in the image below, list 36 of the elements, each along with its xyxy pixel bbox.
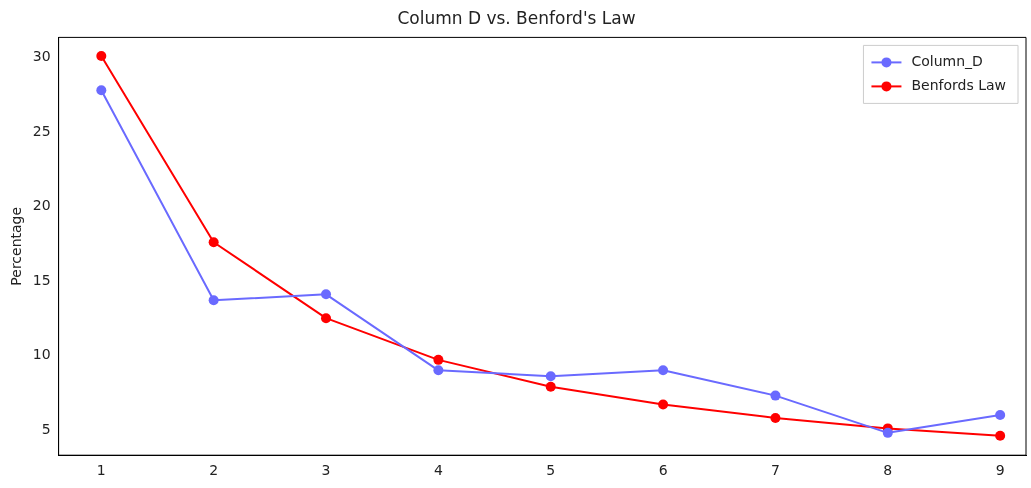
legend-label: Benfords Law (911, 77, 1007, 94)
point (433, 365, 444, 376)
x-tick-label: 7 (770, 462, 780, 479)
point (545, 381, 556, 392)
y-tick-label: 25 (32, 122, 51, 139)
point (321, 289, 332, 300)
x-tick-label: 8 (883, 462, 893, 479)
x-tick-label: 5 (546, 462, 556, 479)
point (208, 237, 219, 248)
point (208, 295, 219, 306)
point (995, 430, 1006, 441)
point (545, 371, 556, 382)
x-tick-label: 3 (321, 462, 331, 479)
point (321, 313, 332, 324)
point (658, 365, 669, 376)
y-tick-label: 10 (32, 346, 51, 363)
point (433, 354, 444, 365)
x-tick-label: 1 (96, 462, 106, 479)
y-tick-label: 30 (32, 48, 51, 65)
point (770, 390, 781, 401)
x-tick-label: 4 (433, 462, 443, 479)
x-tick-label: 2 (209, 462, 219, 479)
x-tick-label: 6 (658, 462, 668, 479)
y-tick-label: 15 (32, 271, 51, 288)
chart-title: Column D vs. Benford's Law (397, 7, 636, 28)
point (96, 85, 107, 96)
x-tick-label: 9 (995, 462, 1005, 479)
legend-label: Column_D (911, 53, 983, 70)
y-tick-label: 5 (41, 420, 51, 437)
point (995, 409, 1006, 420)
y-axis-title: Percentage (8, 206, 25, 286)
point (770, 412, 781, 423)
point (658, 399, 669, 410)
point (882, 427, 893, 438)
point (96, 51, 107, 62)
y-tick-label: 20 (32, 197, 51, 214)
